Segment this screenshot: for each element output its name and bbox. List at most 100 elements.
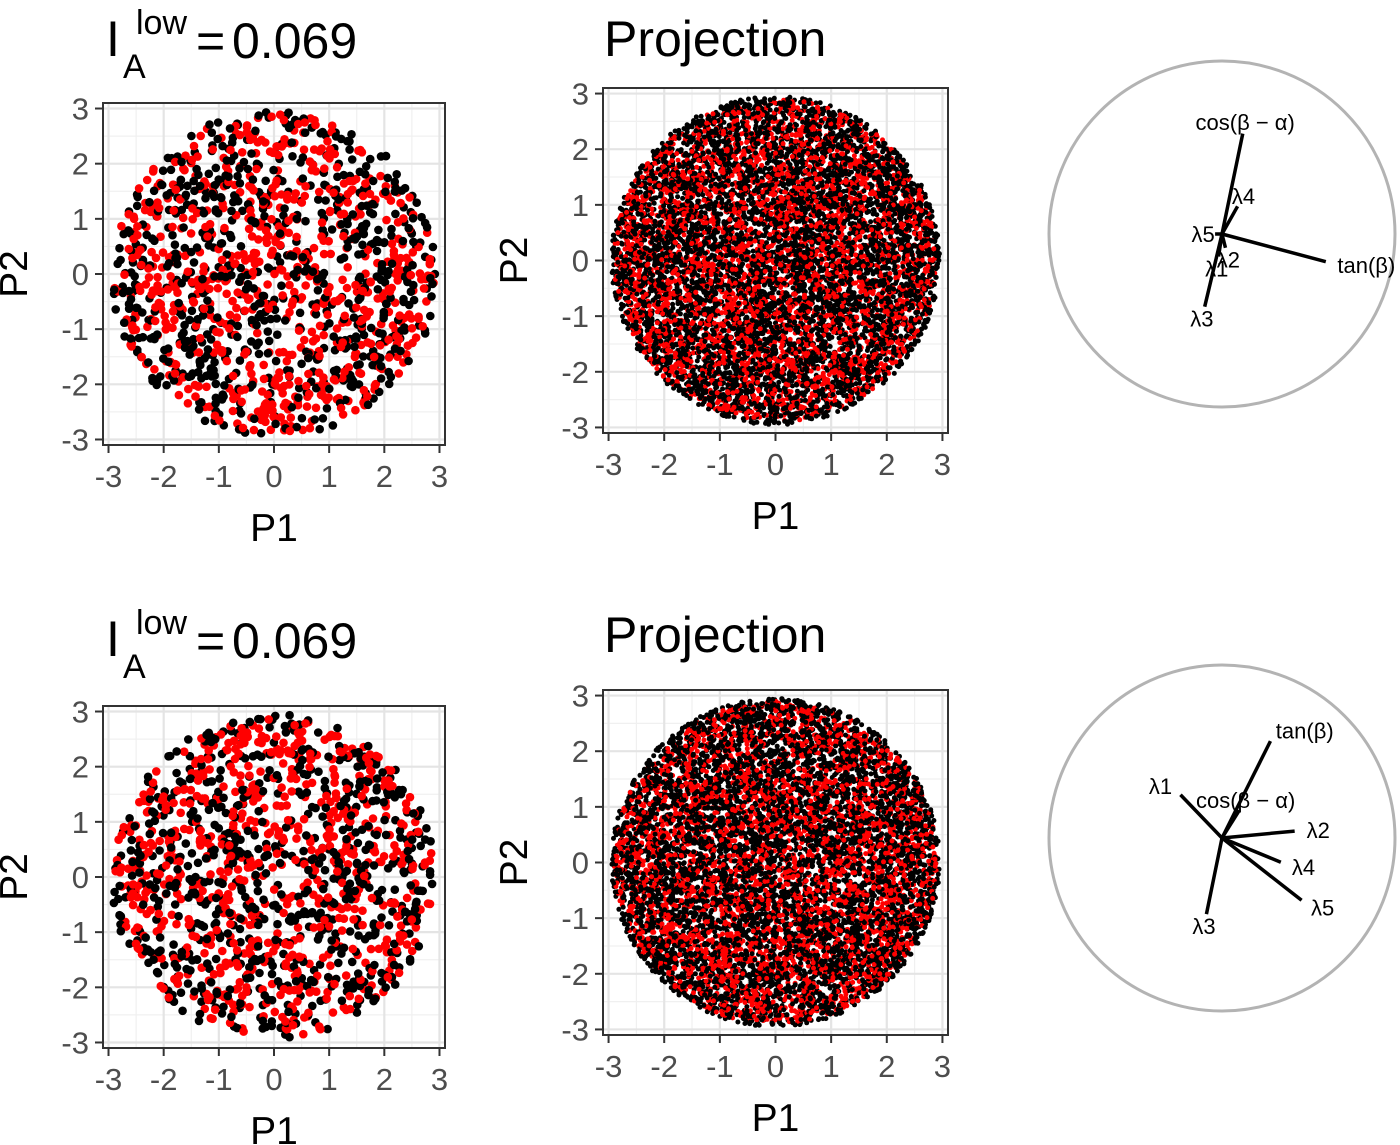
data-point [394,369,404,378]
data-point [170,369,180,378]
data-point [314,195,323,204]
data-point [213,134,222,144]
data-point [310,415,320,424]
data-point [377,260,387,269]
data-point [126,334,135,343]
data-point [285,426,295,436]
data-point [115,243,124,253]
data-point [273,150,283,160]
data-point [301,182,310,191]
data-point [137,352,146,362]
data-point [270,191,280,201]
data-point [136,245,145,255]
data-point [343,263,353,272]
data-point [338,275,347,285]
data-point [279,115,289,125]
data-point [217,239,227,248]
data-point [363,400,373,410]
data-point [275,348,284,357]
data-point [166,165,176,175]
data-point [154,203,164,213]
data-point [251,218,260,228]
data-point [248,175,258,184]
data-point [150,316,160,326]
data-point [164,357,173,367]
data-point [253,138,262,147]
data-point [261,234,271,244]
data-point [272,314,282,323]
data-point [203,296,212,305]
data-point [194,170,203,180]
data-point [291,189,301,198]
data-point [264,304,274,314]
data-point [398,236,408,246]
data-point [179,223,188,232]
data-point [311,334,321,343]
data-point [409,295,419,305]
data-point [332,163,342,172]
data-point [369,352,379,362]
data-point [381,151,391,161]
data-point [246,206,255,215]
data-point [376,374,386,383]
data-point [228,371,238,381]
data-point [280,316,290,325]
data-point [186,229,196,238]
data-point [741,115,747,120]
data-point [166,272,175,281]
data-point [189,258,199,267]
data-point [368,360,377,370]
data-point [233,288,242,297]
data-point [301,216,310,226]
data-point [226,145,235,155]
data-point [325,206,335,216]
title-4-value: 0.069 [232,616,357,666]
data-point [240,385,250,394]
data-point [301,281,311,290]
data-point [142,175,152,185]
data-point [177,311,187,320]
data-point [119,229,128,239]
data-point [338,338,348,347]
data-point [193,367,203,377]
data-point [111,305,120,314]
data-point [776,379,782,385]
data-point [213,118,223,127]
title-1-subscript: A [123,50,146,84]
data-point [215,328,224,337]
y-tick-label: -3 [61,422,89,457]
data-point [285,280,294,290]
data-point [247,369,256,379]
data-point [252,164,261,174]
title-4-subscript: A [123,650,146,684]
data-point [412,198,422,207]
data-point [356,369,366,379]
data-point [191,392,200,401]
title-4-prefix: I [106,614,120,664]
data-point [284,123,294,133]
data-point [314,368,324,378]
data-point [132,303,141,313]
data-point [275,368,284,377]
data-point [170,240,180,249]
data-point [310,116,319,125]
data-point [366,323,376,333]
x-tick-label: 2 [376,459,393,494]
data-point [300,191,310,201]
data-point [228,296,237,306]
data-point [109,285,119,295]
data-point [193,382,203,391]
data-point [128,321,137,330]
panel-title-4: I low A = 0.069 [106,606,406,684]
data-point [428,242,438,252]
data-point [184,384,193,394]
data-point [232,313,242,322]
x-axis-label: P1 [250,507,298,550]
data-point [323,287,332,297]
data-point [180,243,190,253]
data-point [368,209,378,219]
data-point [407,324,417,333]
data-point [187,306,197,316]
